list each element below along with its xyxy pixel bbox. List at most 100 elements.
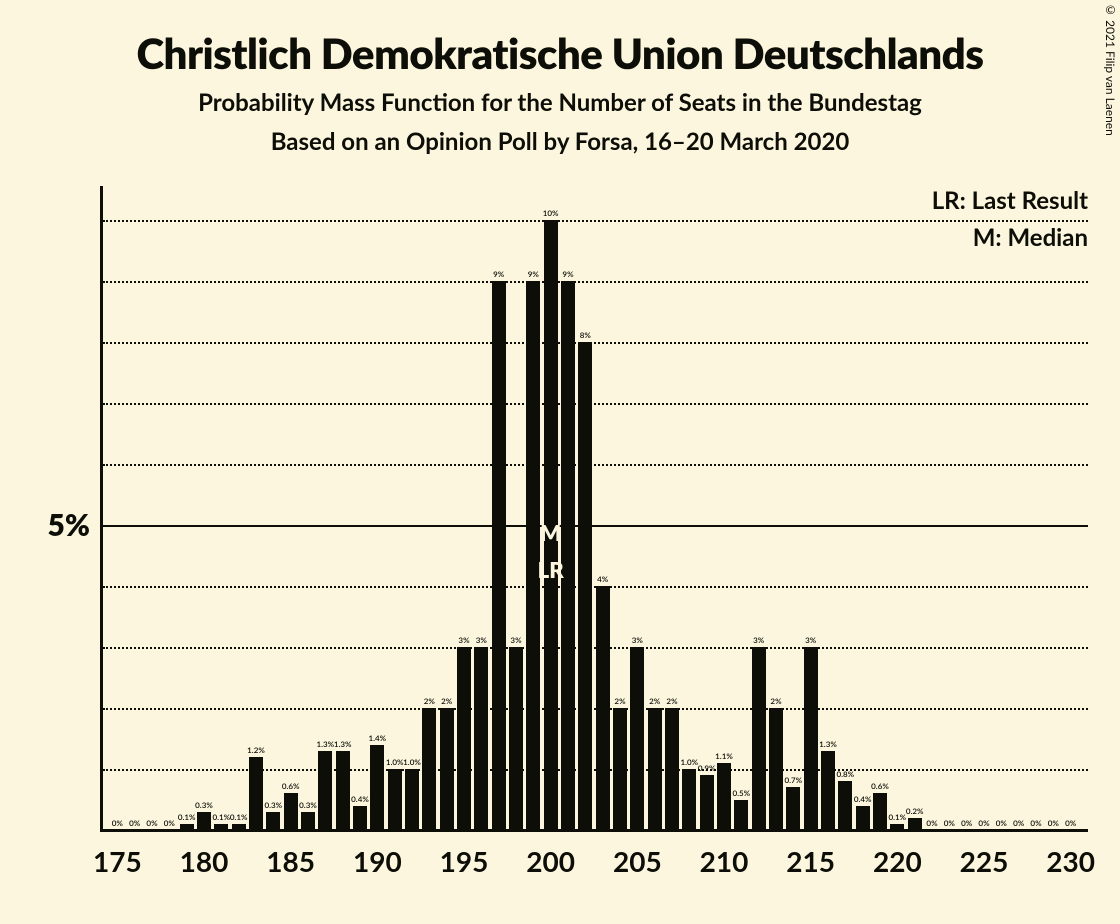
bar (301, 812, 315, 830)
bar-value-label: 0% (1013, 818, 1024, 828)
x-tick-label: 215 (786, 844, 835, 878)
bar (388, 769, 402, 830)
bar (648, 708, 662, 830)
bar-value-label: 0.1% (212, 812, 230, 822)
bar-value-label: 2% (441, 696, 452, 706)
x-tick-label: 230 (1046, 844, 1095, 878)
x-tick-label: 185 (266, 844, 315, 878)
bar-value-label: 9% (493, 269, 504, 279)
bar (284, 793, 298, 830)
bar (856, 806, 870, 830)
bar (630, 647, 644, 830)
bar-value-label: 2% (666, 696, 677, 706)
bar-value-label: 1.2% (247, 745, 265, 755)
bar (405, 769, 419, 830)
bar (908, 818, 922, 830)
x-tick-label: 190 (353, 844, 402, 878)
bar (821, 751, 835, 830)
bar (197, 812, 211, 830)
bar-value-label: 9% (562, 269, 573, 279)
bar (370, 745, 384, 830)
bar (717, 763, 731, 830)
bar (752, 647, 766, 830)
chart-subtitle-1: Probability Mass Function for the Number… (0, 88, 1120, 117)
bar-value-label: 0% (978, 818, 989, 828)
bar (422, 708, 436, 830)
bar-value-label: 0.3% (264, 800, 282, 810)
bar-value-label: 0.6% (871, 781, 889, 791)
bar (318, 751, 332, 830)
bar-value-label: 0.3% (299, 800, 317, 810)
bar-value-label: 1.1% (715, 751, 733, 761)
bar (665, 708, 679, 830)
gridline-minor (103, 281, 1088, 283)
bar (682, 769, 696, 830)
bar-value-label: 0% (1048, 818, 1059, 828)
bar (492, 281, 506, 830)
bar (838, 781, 852, 830)
bar-value-label: 0.4% (351, 794, 369, 804)
bar-value-label: 0.8% (836, 769, 854, 779)
bar (180, 824, 194, 830)
x-tick-label: 225 (960, 844, 1009, 878)
bar (214, 824, 228, 830)
chart-subtitle-2: Based on an Opinion Poll by Forsa, 16–20… (0, 127, 1120, 156)
bar-value-label: 0.9% (698, 763, 716, 773)
x-tick-label: 210 (700, 844, 749, 878)
x-tick-label: 220 (873, 844, 922, 878)
bar-value-label: 0.5% (732, 788, 750, 798)
bar-value-label: 0% (1065, 818, 1076, 828)
bar-value-label: 2% (614, 696, 625, 706)
chart-root: © 2021 Filip van Laenen Christlich Demok… (0, 0, 1120, 924)
bar (457, 647, 471, 830)
bar-value-label: 1.0% (403, 757, 421, 767)
bar-value-label: 1.3% (819, 739, 837, 749)
bar-value-label: 0% (112, 818, 123, 828)
bar-value-label: 0.3% (195, 800, 213, 810)
chart-title: Christlich Demokratische Union Deutschla… (0, 28, 1120, 78)
legend-last-result: LR: Last Result (932, 186, 1088, 215)
bar-value-label: 1.4% (368, 733, 386, 743)
bar (613, 708, 627, 830)
x-tick-label: 205 (613, 844, 662, 878)
bar-value-label: 9% (528, 269, 539, 279)
bar-value-label: 3% (753, 635, 764, 645)
bar (890, 824, 904, 830)
gridline-minor (103, 464, 1088, 466)
bar-value-label: 0% (944, 818, 955, 828)
bar-value-label: 1.3% (316, 739, 334, 749)
gridline-minor (103, 403, 1088, 405)
bar-value-label: 1.0% (680, 757, 698, 767)
bar (474, 647, 488, 830)
bar (786, 787, 800, 830)
titles-block: Christlich Demokratische Union Deutschla… (0, 18, 1120, 166)
bar-value-label: 0.1% (178, 812, 196, 822)
bar-value-label: 4% (597, 574, 608, 584)
bar-value-label: 0.7% (784, 775, 802, 785)
bar-value-label: 0% (1030, 818, 1041, 828)
bar (440, 708, 454, 830)
bar-value-label: 0.6% (282, 781, 300, 791)
bar (509, 647, 523, 830)
gridline-minor (103, 220, 1088, 222)
bar (804, 647, 818, 830)
bar (734, 800, 748, 830)
bar-value-label: 0% (129, 818, 140, 828)
x-tick-label: 200 (526, 844, 575, 878)
bar (232, 824, 246, 830)
x-tick-label: 180 (180, 844, 229, 878)
bar-value-label: 0.2% (906, 806, 924, 816)
bar-value-label: 8% (580, 330, 591, 340)
bar (578, 342, 592, 830)
x-tick-label: 195 (440, 844, 489, 878)
bar-value-label: 2% (424, 696, 435, 706)
bar-value-label: 2% (770, 696, 781, 706)
bar (353, 806, 367, 830)
y-tick-label: 5% (30, 507, 90, 543)
plot-area: LR: Last Result M: Median 5%175180185190… (100, 190, 1088, 830)
bar-value-label: 0.1% (230, 812, 248, 822)
bar (700, 775, 714, 830)
bar-value-label: 3% (476, 635, 487, 645)
gridline-minor (103, 342, 1088, 344)
bar (266, 812, 280, 830)
